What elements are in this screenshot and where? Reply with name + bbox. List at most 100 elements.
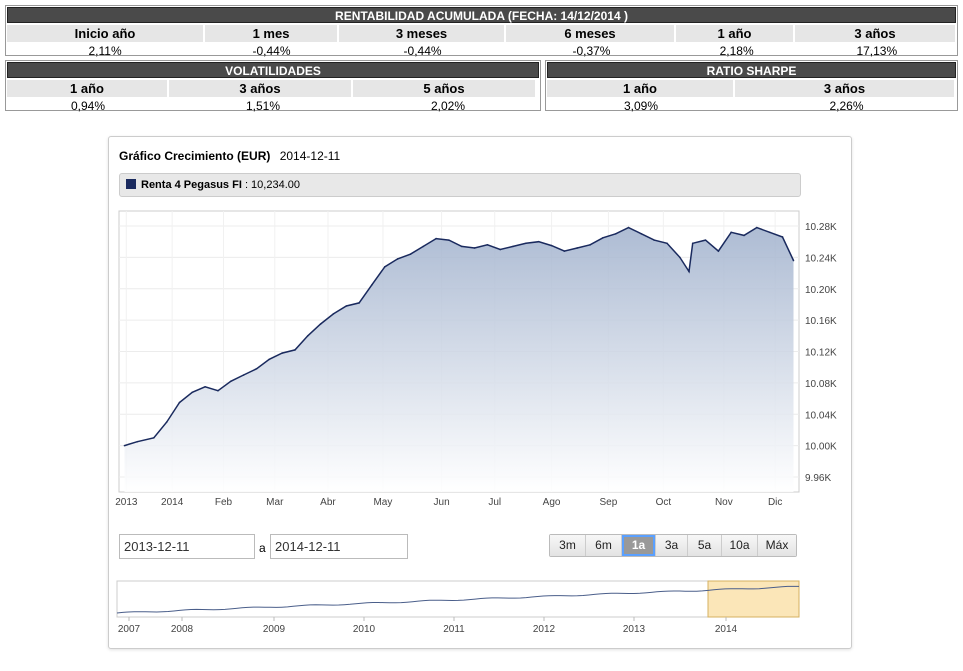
y-tick-label: 10.16K — [805, 316, 837, 327]
data-point — [281, 352, 283, 354]
data-point — [268, 358, 271, 361]
data-point — [178, 401, 181, 404]
navigator-tick-label: 2011 — [443, 624, 465, 635]
data-point — [688, 270, 690, 273]
data-point — [704, 239, 707, 241]
navigator-line — [116, 585, 799, 614]
data-point — [602, 236, 604, 239]
y-tick-label: 10.08K — [805, 379, 837, 390]
rentabilidad-header-row: Inicio año 1 mes 3 meses 6 meses 1 año 3… — [6, 24, 957, 43]
data-point — [422, 245, 425, 248]
data-point — [486, 244, 489, 246]
series-line — [124, 226, 795, 447]
data-point — [537, 240, 540, 243]
range-button-10a[interactable]: 10a — [722, 535, 758, 556]
chart-title-text: Gráfico Crecimiento (EUR) — [119, 149, 271, 163]
x-tick-label: Feb — [215, 497, 233, 507]
data-point — [512, 245, 514, 248]
volatilidades-table: VOLATILIDADES 1 año 3 años 5 años 0,94% … — [5, 60, 541, 113]
navigator-tick-label: 2009 — [263, 624, 286, 635]
range-buttons: 3m 6m 1a 3a 5a 10a Máx — [549, 534, 797, 557]
header-cell: Inicio año — [7, 25, 203, 42]
x-tick-label: Ago — [543, 497, 561, 507]
x-tick-label: Sep — [599, 497, 617, 507]
header-cell: 6 meses — [506, 25, 674, 42]
volatilidades-title: VOLATILIDADES — [7, 62, 539, 78]
data-point — [435, 237, 437, 240]
y-tick-label: 10.20K — [805, 285, 837, 296]
data-point — [242, 374, 245, 376]
navigator-area — [116, 580, 800, 618]
x-tick-label: 2014 — [161, 497, 184, 507]
legend-series-value: : 10,234.00 — [244, 179, 300, 191]
x-tick-label: May — [373, 497, 392, 507]
data-point — [550, 244, 553, 247]
navigator-tick-label: 2014 — [715, 624, 738, 635]
data-point — [679, 256, 681, 259]
y-tick-label: 10.12K — [805, 348, 837, 359]
y-tick-label: 10.00K — [805, 442, 837, 453]
data-point — [319, 323, 322, 325]
navigator-tick-label: 2007 — [118, 624, 141, 635]
header-cell: 1 mes — [205, 25, 337, 42]
data-point — [294, 349, 296, 351]
range-button-6m[interactable]: 6m — [586, 535, 622, 556]
data-point — [781, 236, 784, 238]
header-cell: 3 años — [169, 80, 351, 97]
data-point — [717, 250, 720, 252]
date-separator: a — [259, 541, 266, 555]
data-point — [743, 234, 745, 237]
data-point — [204, 385, 206, 388]
y-tick-label: 10.24K — [805, 253, 837, 264]
range-button-3a[interactable]: 3a — [656, 535, 688, 556]
data-point — [768, 231, 771, 234]
volatilidades-value-row: 0,94% 1,51% 2,02% — [6, 98, 540, 115]
x-tick-label: Mar — [266, 497, 284, 507]
data-point — [358, 302, 360, 304]
value-cell: 0,94% — [70, 99, 106, 113]
header-cell: 5 años — [353, 80, 535, 97]
data-point — [136, 440, 139, 443]
data-point — [460, 245, 463, 248]
value-cell: 2,11% — [88, 44, 122, 58]
data-point — [792, 259, 795, 262]
data-point — [383, 265, 386, 268]
main-chart-svg[interactable]: 9.96K 10.00K 10.04K 10.08K 10.12K 10.16K 10.20… — [109, 207, 853, 507]
data-point — [589, 244, 591, 246]
data-point — [332, 313, 335, 315]
data-point — [640, 233, 643, 235]
volatilidades-header-row: 1 año 3 años 5 años — [6, 79, 540, 98]
legend-series-name: Renta 4 Pegasus FI — [141, 179, 242, 191]
range-button-5a[interactable]: 5a — [688, 535, 722, 556]
value-cell: 17,13% — [856, 44, 898, 58]
range-button-3m[interactable]: 3m — [550, 535, 586, 556]
x-tick-label: Nov — [715, 497, 733, 507]
value-cell: 2,02% — [430, 99, 466, 113]
y-tick-label: 10.04K — [805, 410, 837, 421]
sharpe-header-row: 1 año 3 años — [546, 79, 957, 98]
header-cell: 1 año — [676, 25, 793, 42]
sharpe-table: RATIO SHARPE 1 año 3 años 3,09% 2,26% — [545, 60, 958, 113]
from-date-input[interactable]: 2013-12-11 — [119, 534, 255, 559]
chart-title: Gráfico Crecimiento (EUR) 2014-12-11 — [119, 149, 340, 163]
x-tick-label: Oct — [656, 497, 672, 507]
to-date-input[interactable]: 2014-12-11 — [270, 534, 408, 559]
rentabilidad-table: RENTABILIDAD ACUMULADA (FECHA: 14/12/201… — [5, 5, 958, 58]
data-point — [473, 247, 476, 249]
data-point — [153, 436, 155, 439]
growth-chart-panel: Gráfico Crecimiento (EUR) 2014-12-11 Ren… — [108, 136, 852, 649]
data-point — [396, 258, 399, 260]
range-button-Máx[interactable]: Máx — [758, 535, 796, 556]
data-point — [409, 253, 412, 256]
header-cell: 1 año — [7, 80, 167, 97]
data-point — [230, 380, 232, 383]
x-tick-label: Jul — [488, 497, 501, 507]
legend-swatch — [126, 179, 136, 189]
value-cell: 2,26% — [829, 99, 864, 113]
chart-legend[interactable]: Renta 4 Pegasus FI : 10,234.00 — [119, 173, 801, 197]
navigator-tick-label: 2008 — [171, 624, 194, 635]
series-area — [124, 227, 794, 492]
rentabilidad-title: RENTABILIDAD ACUMULADA (FECHA: 14/12/201… — [7, 7, 956, 23]
range-button-1a[interactable]: 1a — [622, 535, 656, 556]
navigator-chart-svg[interactable]: 2007 2008 2009 2010 2011 2012 2013 2014 — [109, 577, 853, 641]
